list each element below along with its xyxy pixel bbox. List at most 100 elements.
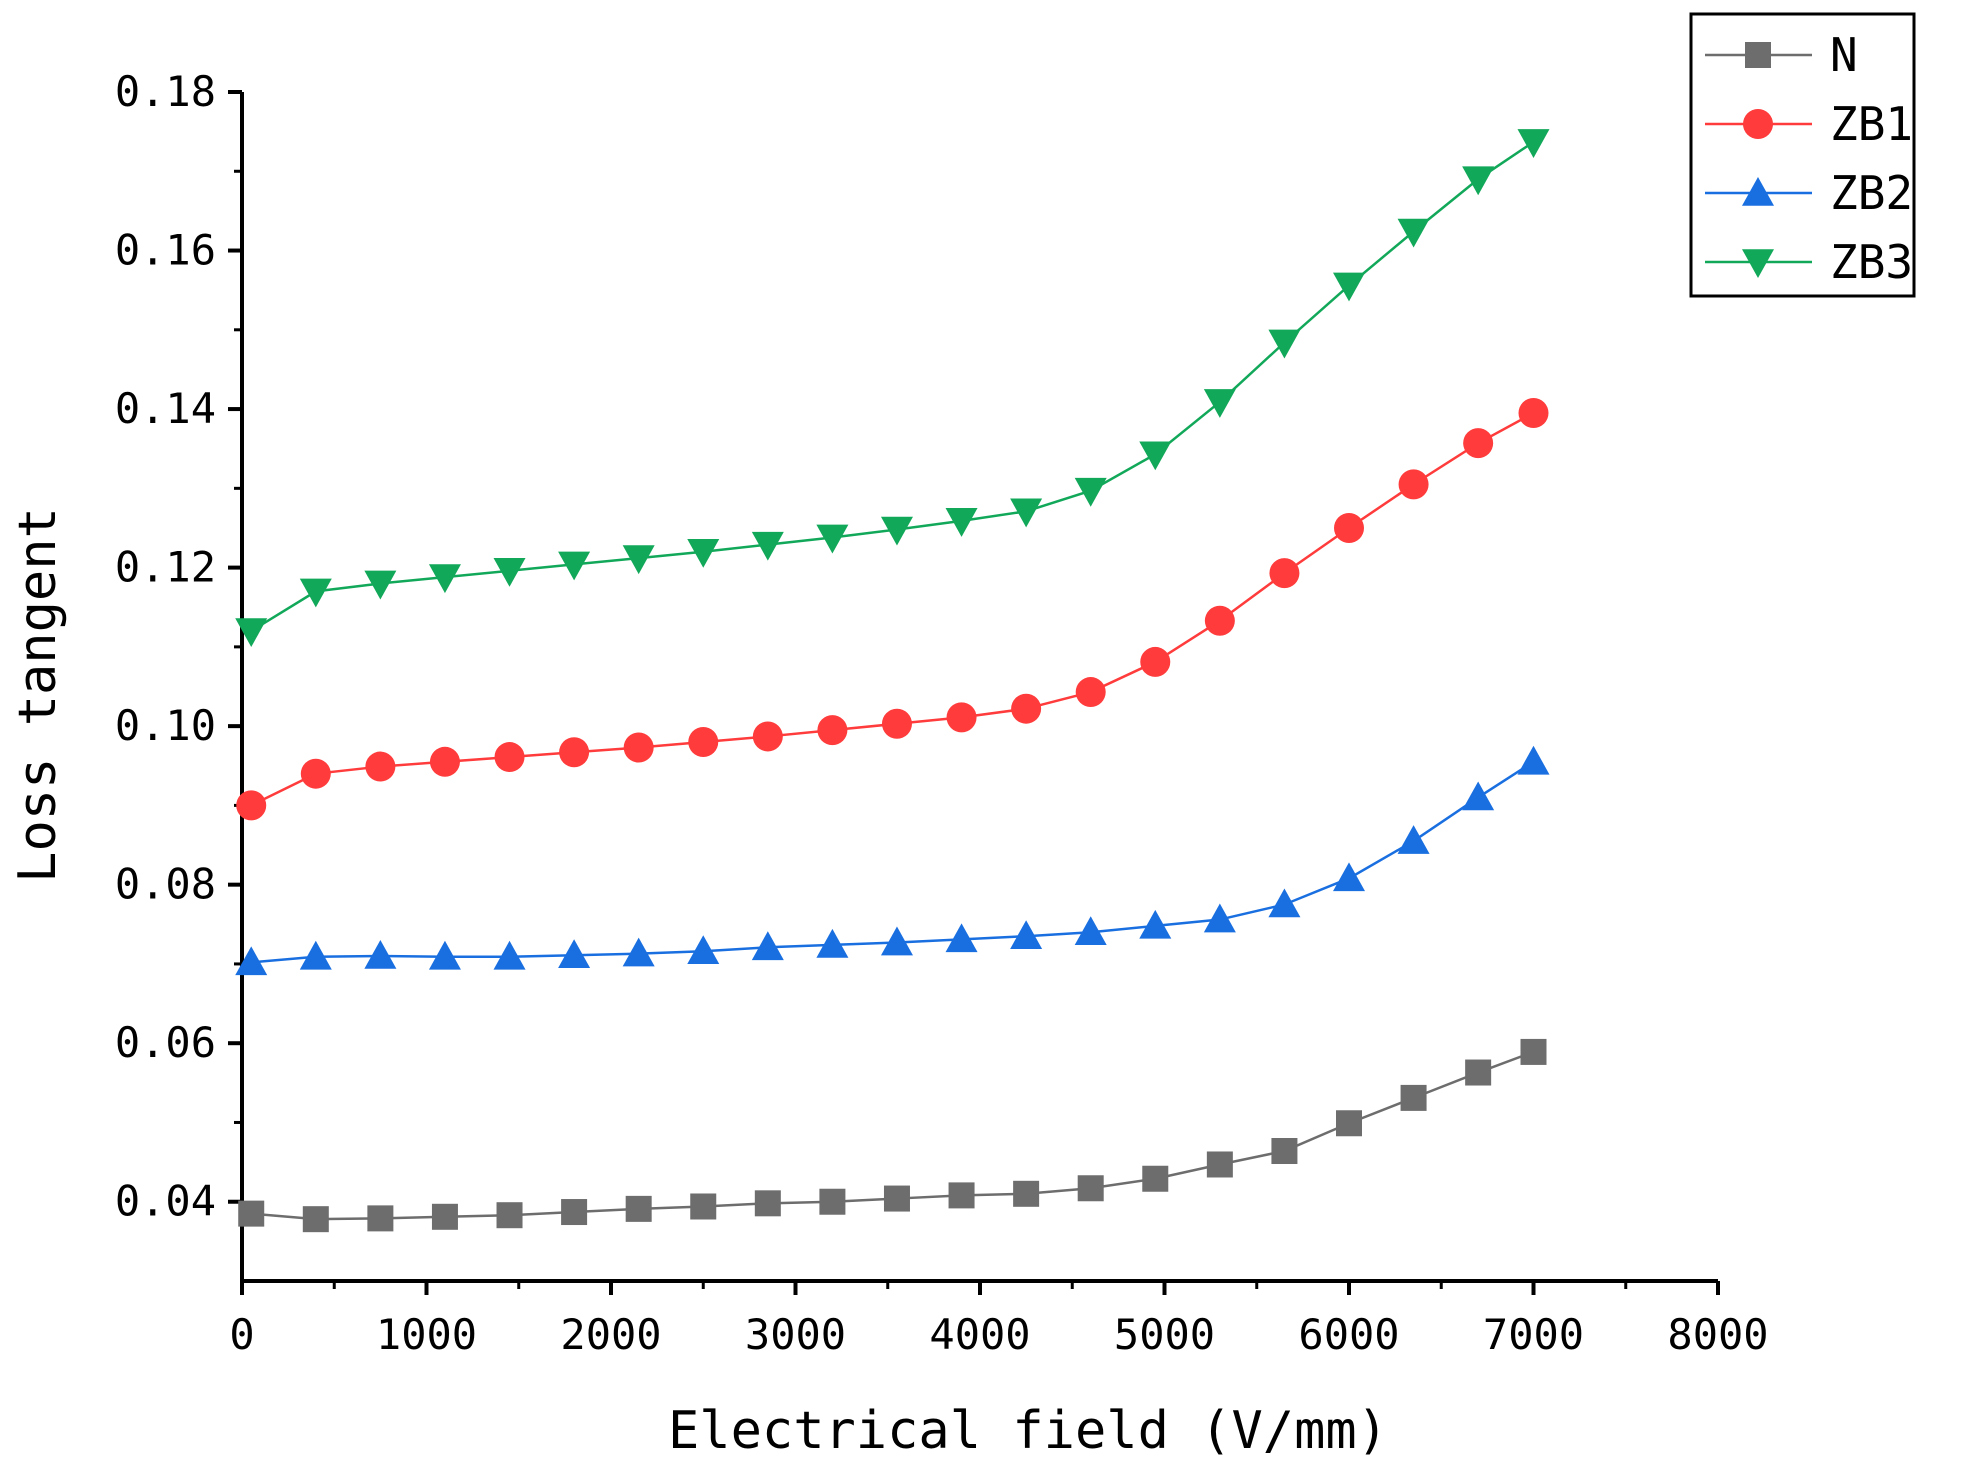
legend: N ZB1 ZB2 ZB3	[1689, 12, 1916, 298]
data-point	[1268, 888, 1301, 918]
data-point	[690, 1193, 717, 1220]
y-tick-label: 0.08	[115, 860, 216, 909]
data-point	[1204, 605, 1235, 636]
x-tick-label: 6000	[1298, 1310, 1399, 1359]
data-point	[300, 758, 331, 789]
data-point	[1518, 398, 1549, 429]
data-point	[299, 578, 332, 608]
data-point	[1465, 1059, 1492, 1086]
data-point	[883, 1185, 910, 1212]
legend-item: ZB1	[1705, 97, 1913, 151]
data-point	[687, 538, 720, 568]
data-point	[1075, 677, 1106, 708]
data-point	[1398, 469, 1429, 500]
data-point	[365, 751, 396, 782]
data-point	[1397, 825, 1430, 854]
data-point	[881, 708, 912, 739]
x-axis-title: Electrical field (V/mm)	[668, 1401, 1388, 1461]
data-point	[1013, 1180, 1040, 1207]
data-point	[1010, 498, 1043, 528]
axes: 0 1000 2000 3000 4000 5000 6000 7000 8000 0.04 0.0…	[115, 67, 1769, 1359]
data-point	[819, 1188, 846, 1215]
series-zb3	[235, 129, 1550, 648]
data-point	[946, 702, 977, 733]
data-point	[945, 508, 978, 537]
data-point	[1011, 693, 1042, 724]
data-point	[1074, 916, 1107, 946]
y-tick-label: 0.14	[115, 384, 216, 433]
data-point	[496, 1202, 523, 1229]
data-point	[235, 618, 268, 648]
data-point	[1140, 646, 1171, 677]
data-point	[751, 931, 784, 961]
y-tick-label: 0.18	[115, 67, 216, 116]
legend-marker	[1742, 177, 1774, 206]
series-zb2	[235, 745, 1550, 976]
legend-marker	[1742, 249, 1774, 278]
data-point	[622, 937, 655, 967]
legend-marker	[1745, 42, 1771, 68]
data-point	[236, 790, 267, 821]
x-tick-label: 8000	[1667, 1310, 1768, 1359]
data-point	[1271, 1138, 1298, 1165]
data-point	[559, 737, 590, 768]
x-tick-label: 1000	[376, 1310, 477, 1359]
series-line	[250, 411, 1535, 807]
y-tick-label: 0.04	[115, 1177, 216, 1226]
data-point	[561, 1199, 588, 1226]
data-point	[752, 721, 783, 752]
data-point	[816, 524, 849, 554]
data-point	[429, 746, 460, 777]
data-point	[1203, 389, 1236, 418]
x-tick-label: 2000	[560, 1310, 661, 1359]
legend-label: N	[1830, 28, 1858, 82]
data-point	[1333, 272, 1365, 302]
data-point	[945, 923, 978, 953]
data-point	[1268, 329, 1301, 359]
legend-item: ZB2	[1705, 166, 1913, 220]
legend-label: ZB1	[1830, 97, 1913, 151]
data-point	[622, 545, 655, 575]
data-point	[1139, 441, 1172, 471]
data-point	[1517, 745, 1550, 775]
series-line	[250, 140, 1535, 633]
data-point	[558, 939, 591, 969]
data-point	[1074, 477, 1107, 507]
series-zb1	[236, 398, 1549, 821]
series-layer	[235, 129, 1550, 1233]
data-point	[494, 742, 525, 773]
data-point	[1520, 1038, 1547, 1065]
data-point	[1139, 909, 1172, 939]
data-point	[367, 1205, 394, 1232]
data-point	[1517, 129, 1550, 158]
data-point	[1077, 1175, 1104, 1202]
legend-item: N	[1705, 28, 1858, 82]
legend-label: ZB3	[1830, 235, 1913, 289]
data-point	[754, 1190, 781, 1217]
data-point	[1397, 218, 1430, 248]
data-point	[1334, 512, 1364, 543]
data-point	[1269, 558, 1300, 589]
data-point	[493, 940, 526, 970]
data-point	[687, 935, 720, 965]
data-point	[302, 1206, 329, 1233]
data-point	[623, 732, 654, 763]
data-point	[817, 715, 848, 746]
data-point	[235, 946, 268, 976]
data-point	[428, 564, 461, 594]
data-point	[625, 1195, 652, 1222]
y-axis-title: Loss tangent	[8, 507, 68, 883]
data-point	[238, 1200, 265, 1227]
data-point	[1336, 1110, 1362, 1137]
series-line	[251, 760, 1535, 964]
data-point	[364, 570, 397, 600]
y-tick-label: 0.06	[115, 1018, 216, 1067]
x-tick-label: 7000	[1483, 1310, 1584, 1359]
data-point	[1400, 1084, 1427, 1111]
x-tick-label: 4000	[929, 1310, 1030, 1359]
data-point	[1462, 781, 1495, 811]
data-point	[1333, 862, 1365, 892]
data-point	[688, 726, 719, 757]
legend-marker	[1743, 109, 1773, 139]
